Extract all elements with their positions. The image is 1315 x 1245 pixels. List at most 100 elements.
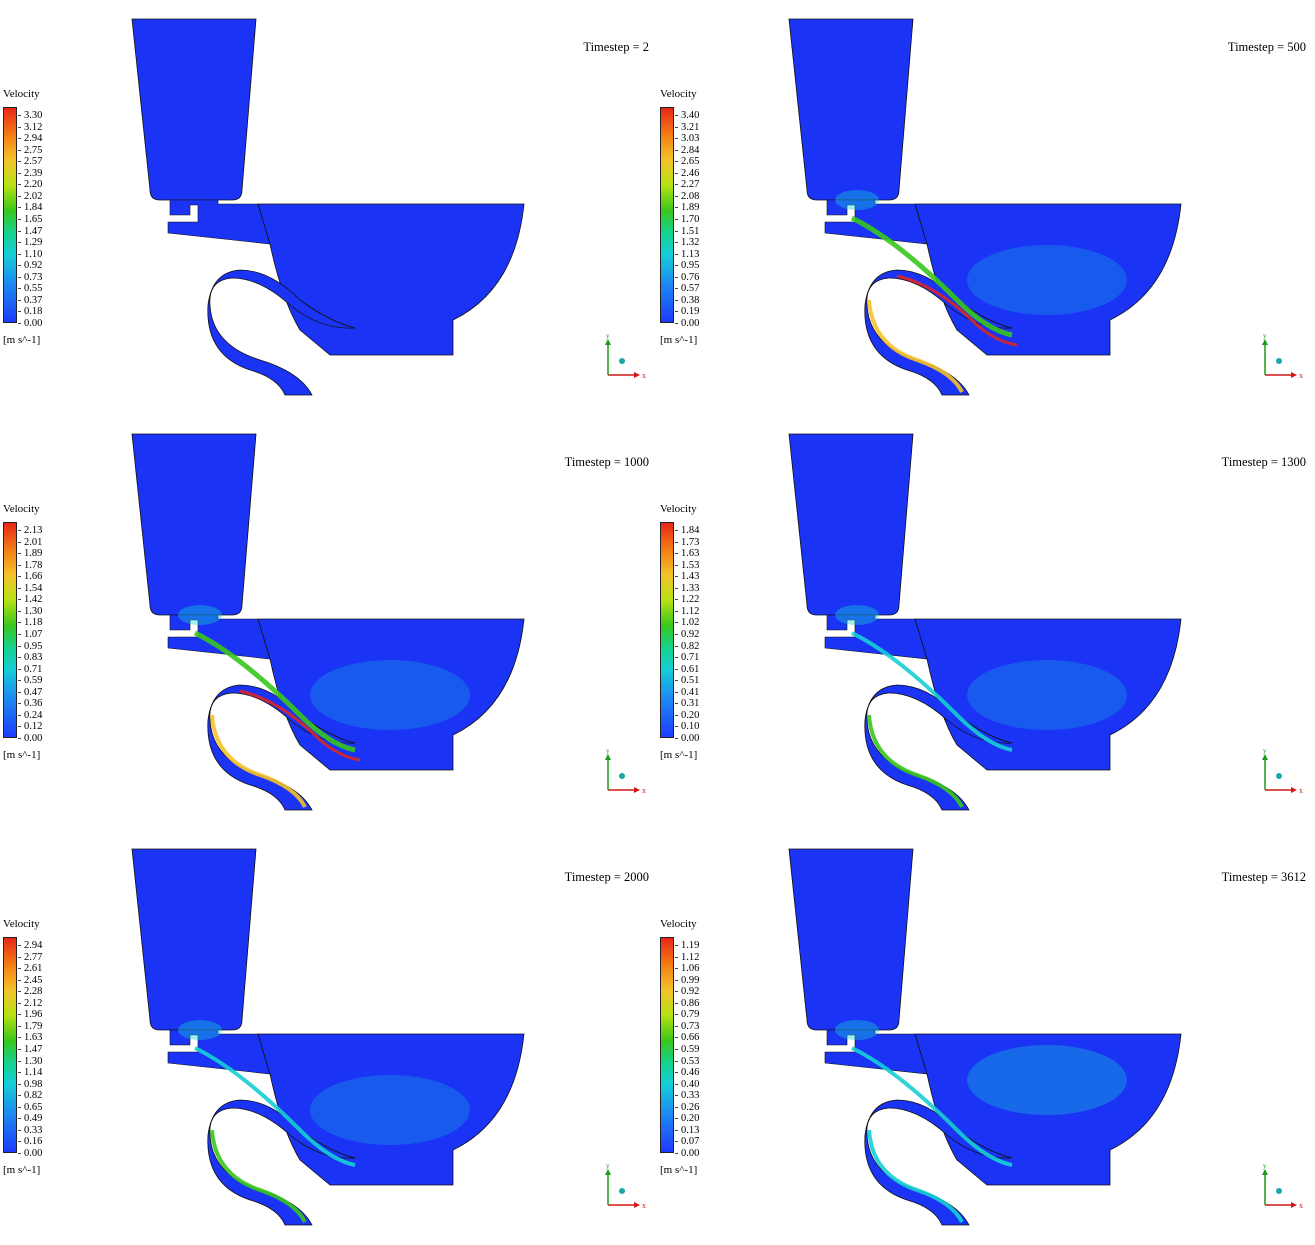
simulation-panel-4: Velocity 1.84 1.73 1.63 1.53 1.43 1.33 1.22 1.12… [657, 415, 1314, 830]
colorbar-tick: 1.63 [675, 548, 715, 559]
tick-label: 2.13 [24, 525, 43, 536]
flow-jet [851, 1046, 1013, 1167]
colorbar-tick: 0.49 [18, 1113, 58, 1124]
colorbar-tick: 0.71 [675, 652, 715, 663]
colorbar-tick: 0.95 [675, 260, 715, 271]
bowl [257, 203, 525, 356]
tick-label: 0.92 [681, 629, 700, 640]
tick-label: 0.19 [681, 306, 700, 317]
toilet-geometry [131, 848, 525, 1226]
colorbar-tick: 0.33 [18, 1125, 58, 1136]
timestep-label: Timestep = 3612 [1221, 870, 1306, 884]
toilet-geometry [788, 848, 1182, 1226]
tank [788, 848, 914, 1031]
axis-triad: xy [605, 333, 646, 380]
colorbar-tick: 0.71 [18, 664, 58, 675]
colorbar-tick: 0.92 [675, 986, 715, 997]
tick-label: 0.95 [681, 260, 700, 271]
tick-label: 1.63 [24, 1032, 43, 1043]
y-axis-label: y [606, 748, 610, 755]
colorbar-tick: 1.66 [18, 571, 58, 582]
axis-triad: xy [1262, 1163, 1303, 1210]
tick-label: 0.38 [681, 295, 700, 306]
colorbar-tick: 1.54 [18, 583, 58, 594]
trap-siphon [207, 269, 356, 396]
colorbar-tick: 3.40 [675, 110, 715, 121]
tick-label: 0.24 [24, 710, 43, 721]
colorbar-tick: 0.46 [675, 1067, 715, 1078]
tick-label: 0.59 [24, 675, 43, 686]
legend-unit: [m s^-1] [3, 749, 41, 761]
toilet-geometry [788, 433, 1182, 811]
colorbar-tick: 1.14 [18, 1067, 58, 1078]
flow-jet [194, 1046, 356, 1167]
tick-label: 0.99 [681, 975, 700, 986]
simulation-panel-5: Velocity 2.94 2.77 2.61 2.45 2.28 2.12 1.96 1.79… [0, 830, 657, 1245]
tick-label: 0.00 [24, 733, 43, 744]
colorbar-tick: 0.20 [675, 1113, 715, 1124]
colorbar-tick: 0.98 [18, 1079, 58, 1090]
tick-label: 2.01 [24, 537, 43, 548]
colorbar-tick: 1.89 [675, 202, 715, 213]
tank [131, 18, 257, 201]
colorbar-tick: 0.66 [675, 1032, 715, 1043]
tick-label: 0.31 [681, 698, 700, 709]
tick-label: 0.00 [681, 1148, 700, 1159]
z-axis-dot [1276, 1188, 1282, 1194]
colorbar-tick: 1.79 [18, 1021, 58, 1032]
colorbar-tick: 2.13 [18, 525, 58, 536]
tick-label: 1.22 [681, 594, 700, 605]
flow-jet [193, 630, 356, 753]
tick-label: 0.55 [24, 283, 43, 294]
tick-label: 1.33 [681, 583, 700, 594]
colorbar-tick: 3.03 [675, 133, 715, 144]
colorbar-tick: 0.47 [18, 687, 58, 698]
bowl-turbulence [967, 1045, 1127, 1115]
legend-title: Velocity [660, 88, 697, 100]
flow-jet [851, 631, 1013, 752]
tick-label: 1.73 [681, 537, 700, 548]
tick-label: 2.77 [24, 952, 43, 963]
tick-label: 2.45 [24, 975, 43, 986]
colorbar-tick: 0.55 [18, 283, 58, 294]
tick-label: 0.61 [681, 664, 700, 675]
y-arrowhead [605, 754, 611, 760]
x-axis-label: x [642, 1201, 646, 1210]
tick-label: 3.40 [681, 110, 700, 121]
colorbar-tick: 2.28 [18, 986, 58, 997]
tick-label: 1.32 [681, 237, 700, 248]
colorbar-ticks: 3.30 3.12 2.94 2.75 2.57 2.39 2.20 2.02 1.84 1.65… [18, 110, 58, 329]
colorbar-tick: 0.00 [18, 318, 58, 329]
colorbar-tick: 1.12 [675, 606, 715, 617]
tick-label: 0.00 [24, 318, 43, 329]
colorbar-tick: 0.16 [18, 1136, 58, 1147]
tick-label: 0.53 [681, 1056, 700, 1067]
colorbar-tick: 2.94 [18, 133, 58, 144]
colorbar-ticks: 2.94 2.77 2.61 2.45 2.28 2.12 1.96 1.79 1.63 1.47… [18, 940, 58, 1159]
colorbar-tick: 1.32 [675, 237, 715, 248]
y-axis-label: y [606, 1163, 610, 1170]
z-axis-dot [619, 1188, 625, 1194]
colorbar-tick: 0.59 [675, 1044, 715, 1055]
tick-label: 0.82 [24, 1090, 43, 1101]
tick-label: 0.07 [681, 1136, 700, 1147]
colorbar-tick: 0.00 [675, 1148, 715, 1159]
tick-label: 1.13 [681, 249, 700, 260]
tick-label: 1.42 [24, 594, 43, 605]
colorbar-tick: 0.19 [675, 306, 715, 317]
tick-label: 0.20 [681, 1113, 700, 1124]
bowl-turbulence [967, 660, 1127, 730]
colorbar-tick: 0.00 [675, 733, 715, 744]
colorbar-tick: 0.26 [675, 1102, 715, 1113]
x-arrowhead [1291, 372, 1297, 378]
tick-label: 0.00 [24, 1148, 43, 1159]
tank-outlet-flow [835, 1020, 879, 1040]
colorbar-tick: 0.00 [18, 1148, 58, 1159]
colorbar-ticks: 3.40 3.21 3.03 2.84 2.65 2.46 2.27 2.08 1.89 1.70… [675, 110, 715, 329]
tick-label: 0.49 [24, 1113, 43, 1124]
peak-flow [239, 689, 361, 762]
tick-label: 2.12 [24, 998, 43, 1009]
inlet-channel [167, 199, 271, 245]
colorbar-tick: 0.37 [18, 295, 58, 306]
tick-label: 2.65 [681, 156, 700, 167]
